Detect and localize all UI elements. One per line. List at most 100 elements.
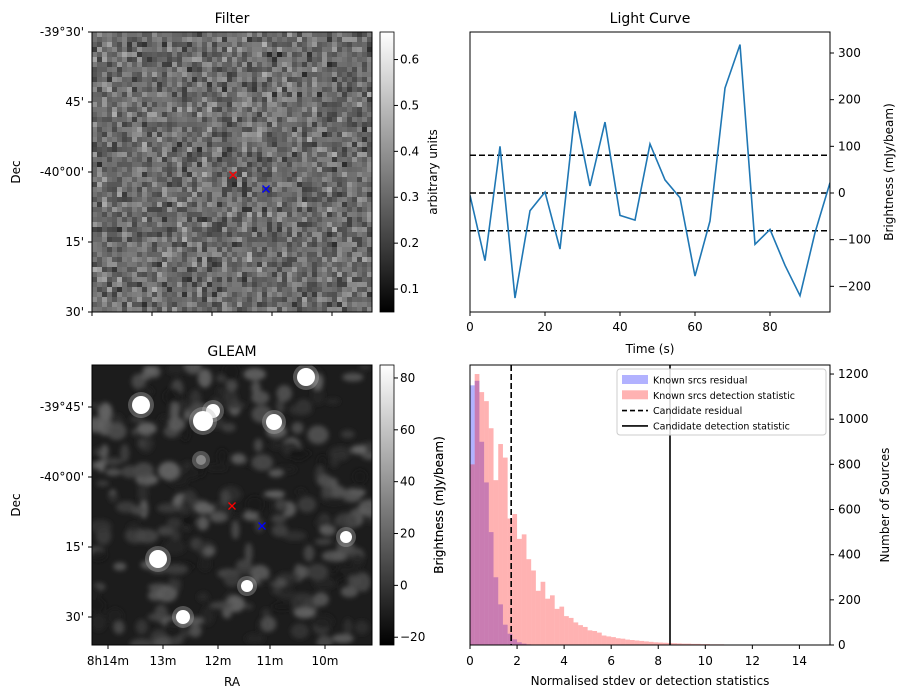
gleam-source-core xyxy=(241,580,253,592)
lightcurve-xtick-label: 80 xyxy=(762,320,777,334)
histogram-bar xyxy=(625,639,630,645)
gleam-colorbar-tick-label: 80 xyxy=(400,371,415,385)
lightcurve-ytick-label: 100 xyxy=(838,139,861,153)
histogram-bar xyxy=(470,464,475,645)
gleam-xtick-label: 11m xyxy=(257,654,284,668)
histogram-ytick-label: 200 xyxy=(838,593,861,607)
lightcurve-ytick-label: 200 xyxy=(838,93,861,107)
histogram-xlabel: Normalised stdev or detection statistics xyxy=(531,674,770,688)
gleam-colorbar-label: Brightness (mJy/beam) xyxy=(432,436,446,574)
gleam-ytick-label: 15' xyxy=(65,540,84,554)
histogram-bar xyxy=(620,638,626,645)
histogram-xtick-label: 4 xyxy=(560,654,568,668)
histogram-bar xyxy=(630,640,635,645)
histogram-bar xyxy=(526,559,532,645)
histogram-bar xyxy=(484,401,489,645)
histogram-bar xyxy=(601,635,607,645)
gleam-colorbar-tick-label: 0 xyxy=(400,578,408,592)
histogram-xtick-label: 14 xyxy=(792,654,807,668)
histogram-legend: Known srcs residual Known srcs detection … xyxy=(616,368,827,436)
histogram-bar xyxy=(488,532,494,645)
filter-marker xyxy=(262,185,270,193)
gleam-ytick-label: -39°45' xyxy=(40,400,84,414)
filter-ytick-label: 45' xyxy=(65,95,84,109)
histogram-bar xyxy=(493,480,499,645)
filter-colorbar-ticks: 0.1 0.2 0.3 0.4 0.5 0.6 xyxy=(394,53,419,296)
gleam-markers xyxy=(228,502,266,530)
gleam-ticks: -39°45' -40°00' 15' 30' 8h14m 13m 12m 11m 10m xyxy=(40,400,339,668)
gleam-xlabel: RA xyxy=(224,675,241,689)
gleam-title: GLEAM xyxy=(207,344,256,360)
gleam-ylabel: Dec xyxy=(9,493,23,516)
filter-colorbar xyxy=(379,31,395,313)
histogram-bar xyxy=(691,643,696,645)
histogram-bar xyxy=(582,626,588,645)
gleam-colorbar-tick-label: 60 xyxy=(400,423,415,437)
filter-ytick-label: -40°00' xyxy=(40,165,84,179)
histogram-xtick-label: 6 xyxy=(607,654,615,668)
histogram-bar xyxy=(474,380,480,645)
histogram-bar xyxy=(502,624,508,645)
filter-panel: Filter Dec -39°30'45'-40°00'15'30' 0.10.… xyxy=(9,11,440,319)
histogram-bar xyxy=(592,631,598,645)
histogram-bar xyxy=(681,643,687,645)
lightcurve-xlabel: Time (s) xyxy=(625,342,675,356)
histogram-bar xyxy=(634,640,640,645)
histogram-bar xyxy=(474,374,480,645)
gleam-colorbar-ticks: −20 0 20 40 60 80 xyxy=(394,371,425,644)
gleam-ytick-label: 30' xyxy=(65,610,84,624)
histogram-ytick-label: 0 xyxy=(838,638,846,652)
histogram-bar xyxy=(479,441,485,645)
histogram-ytick-label: 1000 xyxy=(838,412,869,426)
gleam-ytick-label: -40°00' xyxy=(40,470,84,484)
histogram-bar xyxy=(573,622,579,645)
histogram-xtick-label: 8 xyxy=(654,654,662,668)
lightcurve-ytick-label: 300 xyxy=(838,46,861,60)
histogram-bar xyxy=(517,642,522,645)
gleam-source-core xyxy=(297,368,315,386)
histogram-bar xyxy=(479,392,485,645)
lightcurve-xtick-label: 40 xyxy=(612,320,627,334)
histogram-bar xyxy=(639,640,645,645)
histogram-bar xyxy=(648,641,654,645)
histogram-bar xyxy=(507,633,513,645)
histogram-bar xyxy=(578,625,583,645)
histogram-xtick-label: 10 xyxy=(698,654,713,668)
gleam-xtick-label: 10m xyxy=(312,654,339,668)
lightcurve-frame xyxy=(469,31,831,313)
histogram-bar xyxy=(695,643,701,645)
gleam-xtick-label: 12m xyxy=(205,654,232,668)
gleam-xtick-label: 8h14m xyxy=(87,654,129,668)
filter-ytick-label: 30' xyxy=(65,305,84,319)
gleam-colorbar xyxy=(379,364,395,646)
histogram-bar xyxy=(662,642,668,645)
gleam-marker xyxy=(228,502,236,510)
histogram-bar xyxy=(611,637,616,645)
histogram-xtick-label: 12 xyxy=(745,654,760,668)
gleam-source-core xyxy=(176,610,190,624)
gleam-colorbar-tick-label: −20 xyxy=(400,630,425,644)
histogram-bar xyxy=(512,514,518,645)
histogram-bar xyxy=(686,643,692,645)
histogram-bar xyxy=(470,385,475,645)
histogram-bar xyxy=(484,482,489,645)
histogram-legend-swatch xyxy=(622,390,648,400)
gleam-source-core xyxy=(266,414,282,430)
histogram-xtick-label: 2 xyxy=(513,654,521,668)
histogram-bar xyxy=(554,608,560,645)
histogram-bar xyxy=(545,598,550,645)
gleam-marker xyxy=(258,522,266,530)
histogram-bar xyxy=(498,444,503,645)
gleam-source-core xyxy=(193,411,213,431)
histogram-frame xyxy=(469,364,831,646)
lightcurve-panel: Light Curve 0 20 40 60 80−200−1000100200300 … xyxy=(466,11,896,356)
filter-marker xyxy=(229,171,237,179)
histogram-bar xyxy=(540,581,546,645)
histogram-panel: 0 2 4 6 8 10 12 14 0 200 400 600 800 1000 1200 Brightne… xyxy=(432,364,892,688)
histogram-bar xyxy=(597,632,602,645)
histogram-bar xyxy=(517,538,522,645)
filter-markers xyxy=(229,171,270,193)
gleam-frame xyxy=(91,364,373,646)
histogram-bar xyxy=(587,630,593,645)
